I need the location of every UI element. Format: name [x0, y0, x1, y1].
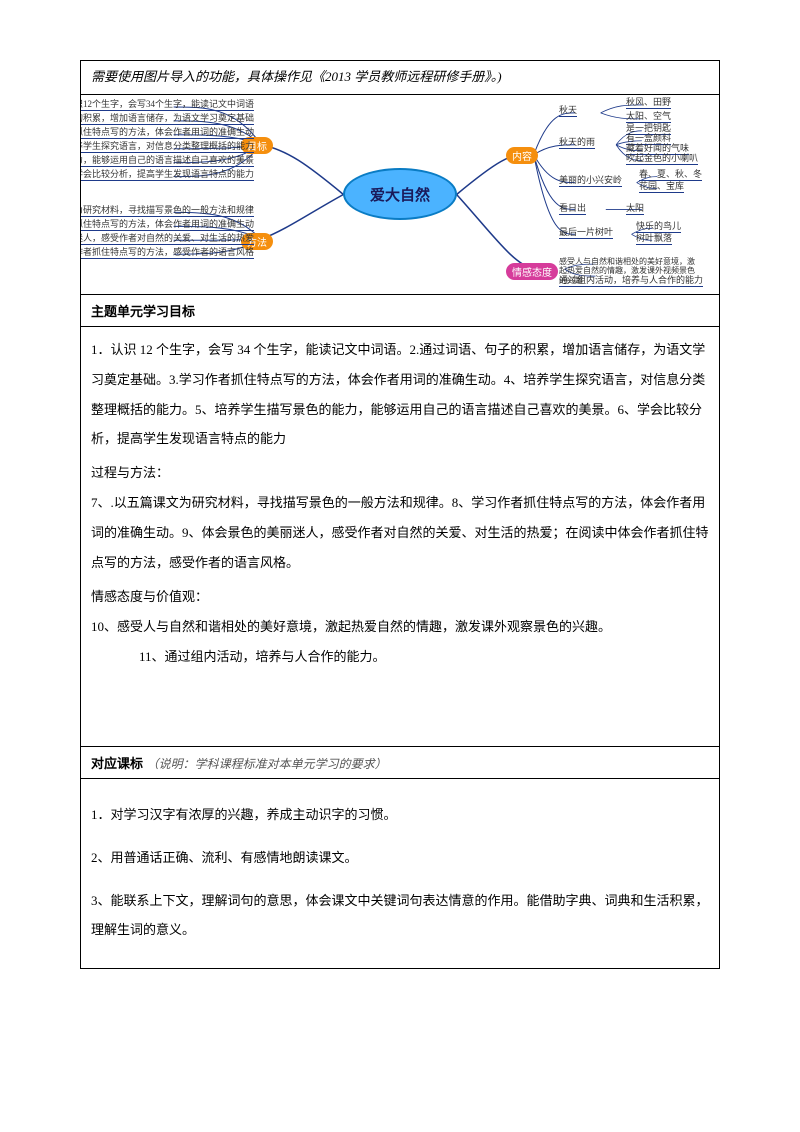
- import-note: 需要使用图片导入的功能，具体操作见《2013 学员教师远程研修手册》。): [81, 61, 719, 94]
- mm-leaf: 太阳、空气: [626, 111, 671, 123]
- page: 需要使用图片导入的功能，具体操作见《2013 学员教师远程研修手册》。): [0, 0, 800, 1132]
- goals-sub1-body: 7、.以五篇课文为研究材料，寻找描写景色的一般方法和规律。8、学习作者抓住特点写…: [91, 488, 709, 578]
- goals-sub2-title: 情感态度与价值观：: [91, 582, 709, 612]
- mm-leaf: 认识12个生字，会写34个生字，能读记文中词语: [81, 99, 254, 111]
- mm-leaf: 吹起金色的小喇叭: [626, 153, 698, 165]
- goals-sub2-line1: 10、感受人与自然和谐相处的美好意境，激起热爱自然的情趣，激发课外观察景色的兴趣…: [91, 612, 709, 642]
- standards-line: 2、用普通话正确、流利、有感情地朗读课文。: [91, 843, 709, 873]
- mm-leaf: 学会比较分析，提高学生发现语言特点的能力: [81, 169, 254, 181]
- mm-leaf: 太阳: [626, 203, 644, 215]
- mm-leaf: 培养学生探究语言，对信息分类整理概括的能力: [81, 141, 254, 153]
- mm-group: 秋天的雨: [559, 137, 595, 149]
- mm-leaf: 学习作者抓住特点写的方法，体会作者用词的准确生动: [81, 219, 254, 231]
- mm-group: 看日出: [559, 203, 586, 215]
- goals-header: 主题单元学习目标: [81, 294, 719, 326]
- mm-leaf: 秋风、田野: [626, 97, 671, 109]
- goals-p1: 1．认识 12 个生字，会写 34 个生字，能读记文中词语。2.通过词语、句子的…: [91, 335, 709, 455]
- standards-hint: （说明：学科课程标准对本单元学习的要求）: [147, 757, 387, 771]
- mm-leaf: 树叶飘落: [636, 233, 672, 245]
- mm-leaf: 、体会景色的美丽迷人，感受作者对自然的关爱、对生活的热爱: [81, 233, 254, 245]
- mm-leaf: 以五篇课文为研究材料，寻找描写景色的一般方法和规律: [81, 205, 254, 217]
- mm-group: 最后一片树叶: [559, 227, 613, 239]
- standards-header-label: 对应课标: [91, 756, 143, 771]
- mm-leaf: 通过组内活动，培养与人合作的能力: [559, 275, 703, 287]
- mm-group: 美丽的小兴安岭: [559, 175, 622, 187]
- mm-leaf: 学习作者抓住特点写的方法，体会作者用词的准确生动: [81, 127, 254, 139]
- goals-sub2-line2: 11、通过组内活动，培养与人合作的能力。: [91, 642, 709, 672]
- goals-body: 1．认识 12 个生字，会写 34 个生字，能读记文中词语。2.通过词语、句子的…: [81, 326, 719, 746]
- standards-header: 对应课标 （说明：学科课程标准对本单元学习的要求）: [81, 746, 719, 778]
- mm-hub-content: 内容: [506, 147, 538, 164]
- standards-line: 3、能联系上下文，理解词句的意思，体会课文中关键词句表达情意的作用。能借助字典、…: [91, 886, 709, 946]
- goals-sub1-title: 过程与方法：: [91, 458, 709, 488]
- standards-line: 1．对学习汉字有浓厚的兴趣，养成主动识字的习惯。: [91, 800, 709, 830]
- mm-leaf: 在阅读中体会作者抓住特点写的方法，感受作者的语言风格: [81, 247, 254, 259]
- mm-leaf: 通过词语、句子的积累，增加语言储存，为语文学习奠定基础: [81, 113, 254, 125]
- mindmap-center: 爱大自然: [343, 168, 457, 220]
- mm-hub-emotion: 情感态度: [506, 263, 558, 280]
- mm-leaf: 春、夏、秋、冬: [639, 169, 702, 181]
- mm-leaf: 快乐的鸟儿: [636, 221, 681, 233]
- mm-leaf: 培养学生描写景色的能力，能够运用自己的语言描述自己喜欢的美景: [81, 155, 254, 167]
- mm-leaf: 花园、宝库: [639, 181, 684, 193]
- standards-body: 1．对学习汉字有浓厚的兴趣，养成主动识字的习惯。 2、用普通话正确、流利、有感情…: [81, 778, 719, 969]
- mm-group: 秋天: [559, 105, 577, 117]
- mindmap-cell: 爱大自然 目标 方法 认识12个生字，会写34个生字，能读记文中词语 通过词语、…: [81, 94, 719, 294]
- main-table: 需要使用图片导入的功能，具体操作见《2013 学员教师远程研修手册》。): [80, 60, 720, 969]
